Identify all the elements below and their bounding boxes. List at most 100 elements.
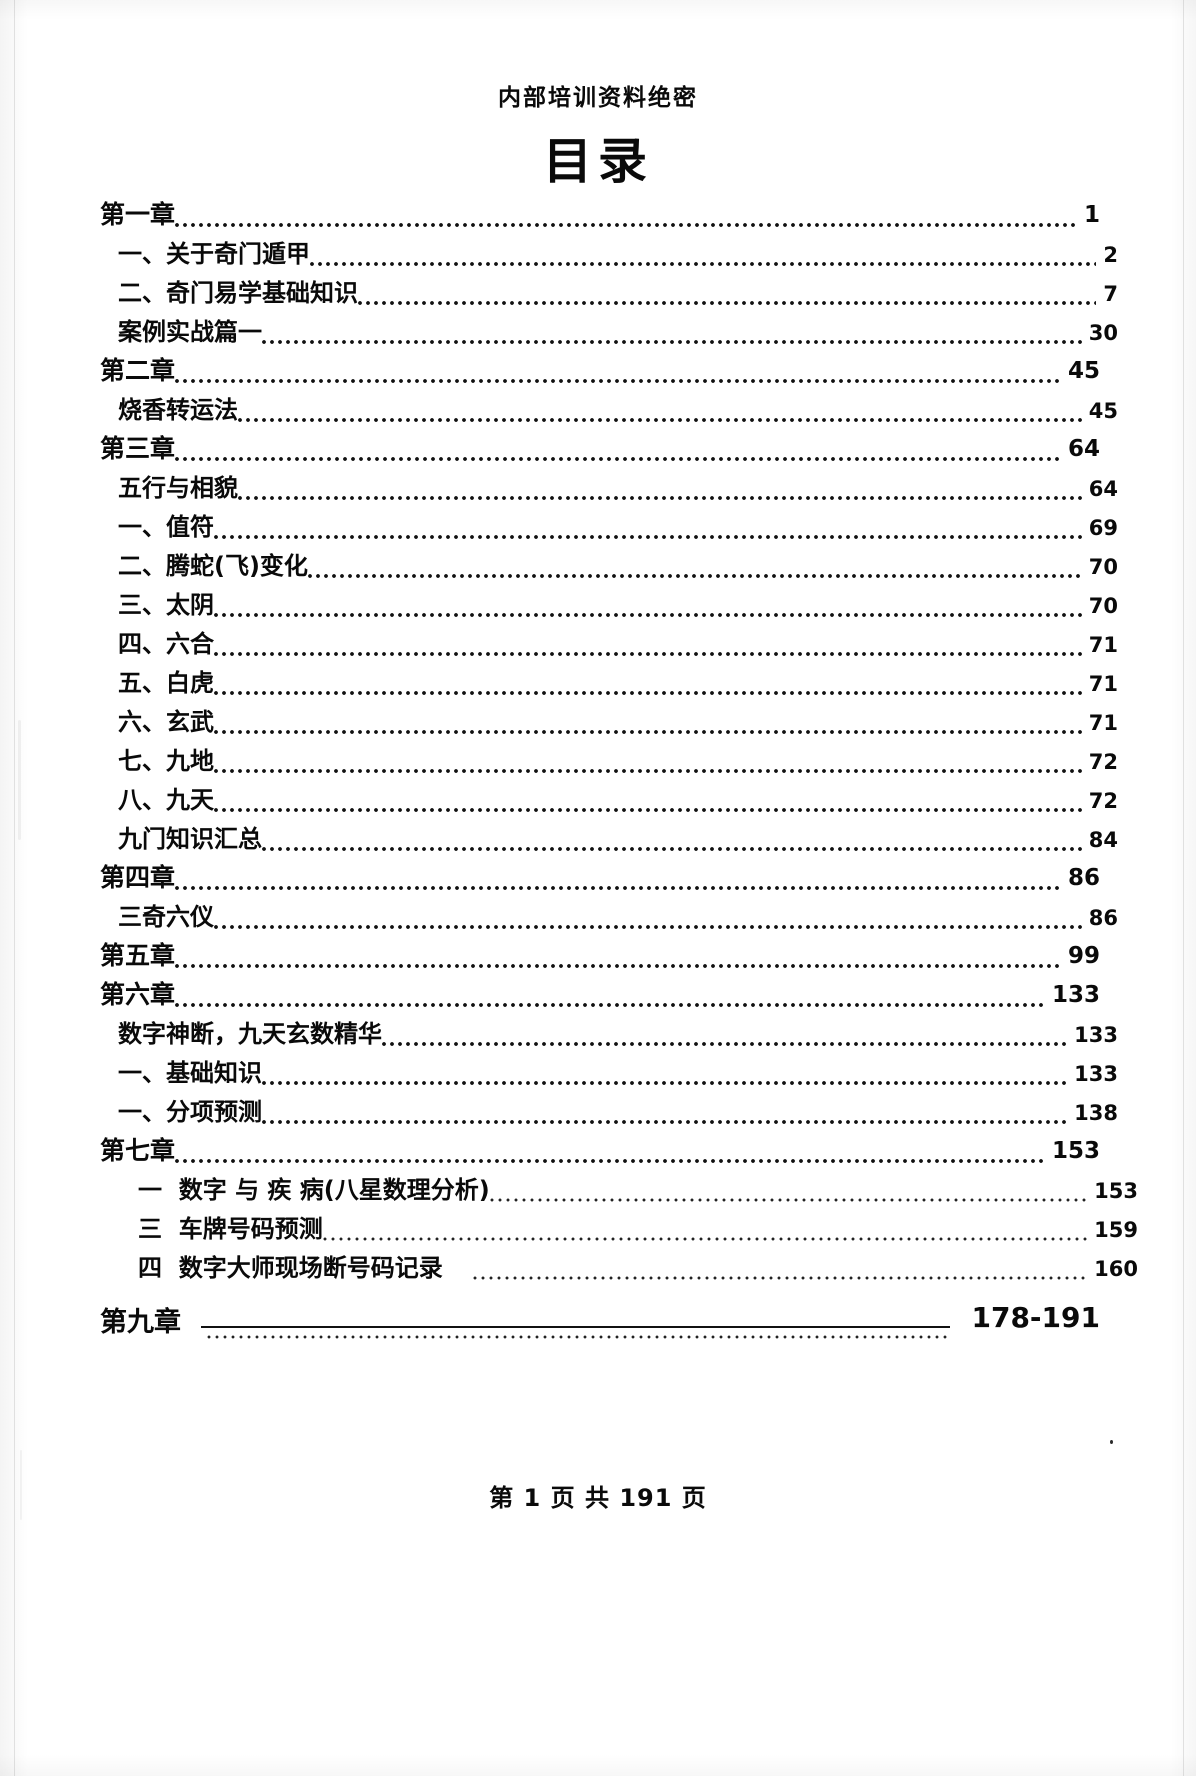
toc-entry-label: 第五章 <box>100 941 176 970</box>
toc-entry-page-number: 84 <box>1088 828 1118 852</box>
toc-entry-page-number: 86 <box>1088 906 1118 930</box>
toc-entry[interactable]: 第七章 153 <box>100 1128 1100 1167</box>
toc-leader-dots <box>175 1154 1045 1167</box>
toc-entry-label: 六、玄武 <box>118 708 214 736</box>
toc-leader-dots <box>214 764 1082 777</box>
toc-entry[interactable]: 一、关于奇门遁甲 2 <box>118 231 1118 270</box>
toc-entry-label: 三、太阴 <box>118 591 214 619</box>
toc-entry[interactable]: 三、太阴 70 <box>118 582 1118 621</box>
toc-entry-page-number: 99 <box>1067 943 1100 969</box>
toc-entry-page-number: 153 <box>1051 1138 1100 1164</box>
toc-entry[interactable]: 四 数字大师现场断号码记录 160 <box>138 1245 1138 1284</box>
toc-entry-label: 三 车牌号码预测 <box>138 1215 323 1243</box>
toc-entry-page-number: 133 <box>1074 1062 1118 1086</box>
toc-leader-dots <box>489 1193 1088 1206</box>
toc-entry[interactable]: 第六章 133 <box>100 972 1100 1011</box>
toc-entry[interactable]: 一、值符 69 <box>118 504 1118 543</box>
toc-entry-page-number: 71 <box>1088 672 1118 696</box>
toc-entry-label: 一、关于奇门遁甲 <box>118 240 310 268</box>
toc-entry[interactable]: 第二章 45 <box>100 348 1100 387</box>
toc-entry-page-number: 45 <box>1067 358 1100 384</box>
toc-entry-label: 七、九地 <box>118 747 214 775</box>
toc-entry[interactable]: 九门知识汇总 84 <box>118 816 1118 855</box>
toc-entry-page-number: 64 <box>1067 436 1100 462</box>
toc-leader-dots <box>307 569 1082 582</box>
toc-entry[interactable]: 五行与相貌 64 <box>118 465 1118 504</box>
toc-entry-page-number: 72 <box>1088 750 1118 774</box>
toc-entry-page-number: 159 <box>1094 1218 1138 1242</box>
scan-edge-right <box>1183 0 1184 1776</box>
toc-entry[interactable]: 二、腾蛇(飞)变化 70 <box>118 543 1118 582</box>
toc-entry-label: 烧香转运法 <box>118 396 238 424</box>
toc-entry-label: 第三章 <box>100 434 176 463</box>
toc-entry-page-number: 2 <box>1103 243 1118 267</box>
toc-entry[interactable]: 第四章 86 <box>100 855 1100 894</box>
toc-entry[interactable]: 四、六合 71 <box>118 621 1118 660</box>
toc-entry-label: 二、奇门易学基础知识 <box>118 279 358 307</box>
toc-entry-page-number: 71 <box>1088 711 1118 735</box>
toc-entry-page-number: 30 <box>1088 321 1118 345</box>
toc-leader-dots <box>262 1076 1068 1089</box>
toc-leader-dots <box>214 920 1082 933</box>
toc-entry-label: 一、值符 <box>118 513 214 541</box>
confidential-header: 内部培训资料绝密 <box>498 84 698 111</box>
toc-leader-dots <box>322 1232 1088 1245</box>
scan-speck <box>1110 1440 1113 1444</box>
toc-entry-label: 八、九天 <box>118 786 214 814</box>
toc-entry[interactable]: 一 数字 与 疾 病(八星数理分析) 153 <box>138 1167 1138 1206</box>
toc-leader-dots <box>175 218 1077 231</box>
toc-entry-page-number: 45 <box>1088 399 1118 423</box>
page-footer: 第 1 页 共 191 页 <box>489 1484 707 1512</box>
toc-entry-page-number: 70 <box>1088 594 1118 618</box>
toc-entry-label: 九门知识汇总 <box>118 825 262 853</box>
toc-entry[interactable]: 三 车牌号码预测 159 <box>138 1206 1138 1245</box>
toc-entry[interactable]: 第九章 178-191 <box>100 1284 1100 1340</box>
toc-leader-dots <box>262 335 1082 348</box>
toc-entry[interactable]: 一、基础知识 133 <box>118 1050 1118 1089</box>
toc-entry-label: 一 数字 与 疾 病(八星数理分析) <box>138 1176 490 1204</box>
toc-leader-dots <box>214 647 1082 660</box>
toc-entry[interactable]: 案例实战篇一 30 <box>118 309 1118 348</box>
toc-entry-label: 第九章 <box>100 1307 181 1338</box>
toc-entry[interactable]: 第五章 99 <box>100 933 1100 972</box>
toc-entry[interactable]: 三奇六仪 86 <box>118 894 1118 933</box>
scan-artifact <box>18 720 21 840</box>
toc-entry[interactable]: 数字神断，九天玄数精华 133 <box>118 1011 1118 1050</box>
toc-entry-label: 五、白虎 <box>118 669 214 697</box>
toc-entry[interactable]: 七、九地 72 <box>118 738 1118 777</box>
toc-entry-label: 数字神断，九天玄数精华 <box>118 1020 382 1048</box>
toc-entry[interactable]: 第一章 1 <box>100 192 1100 231</box>
toc-entry[interactable]: 一、分项预测 138 <box>118 1089 1118 1128</box>
toc-leader-dots <box>238 491 1082 504</box>
toc-entry-page-number: 1 <box>1083 202 1100 228</box>
toc-entry-page-number: 70 <box>1088 555 1118 579</box>
toc-leader-dots <box>175 881 1061 894</box>
toc-entry-page-number: 71 <box>1088 633 1118 657</box>
toc-leader-dots <box>214 725 1082 738</box>
toc-entry-label: 三奇六仪 <box>118 903 214 931</box>
toc-entry[interactable]: 第三章 64 <box>100 426 1100 465</box>
toc-entry[interactable]: 五、白虎 71 <box>118 660 1118 699</box>
toc-leader-dots <box>214 803 1082 816</box>
toc-leader-dots <box>262 1115 1068 1128</box>
toc-entry-label: 第二章 <box>100 356 176 385</box>
toc-entry-page-number: 69 <box>1088 516 1118 540</box>
toc-entry[interactable]: 二、奇门易学基础知识 7 <box>118 270 1118 309</box>
toc-entry-label: 四、六合 <box>118 630 214 658</box>
toc-entry-label: 一、基础知识 <box>118 1059 262 1087</box>
toc-entry[interactable]: 八、九天 72 <box>118 777 1118 816</box>
toc-entry-label: 案例实战篇一 <box>118 318 262 346</box>
toc-leader-dots <box>175 452 1061 465</box>
toc-entry-page-number: 138 <box>1074 1101 1118 1125</box>
toc-entry-page-number: 133 <box>1074 1023 1118 1047</box>
toc-entry[interactable]: 六、玄武 71 <box>118 699 1118 738</box>
toc-entry-label: 第四章 <box>100 863 176 892</box>
scan-edge-left <box>14 0 15 1776</box>
toc-leader-dots <box>358 296 1097 309</box>
toc-entry[interactable]: 烧香转运法 45 <box>118 387 1118 426</box>
toc-leader-dots <box>310 257 1097 270</box>
toc-entry-label: 第六章 <box>100 980 176 1009</box>
toc-leader-dots <box>472 1271 1088 1284</box>
toc-leader-underline <box>201 1318 951 1340</box>
